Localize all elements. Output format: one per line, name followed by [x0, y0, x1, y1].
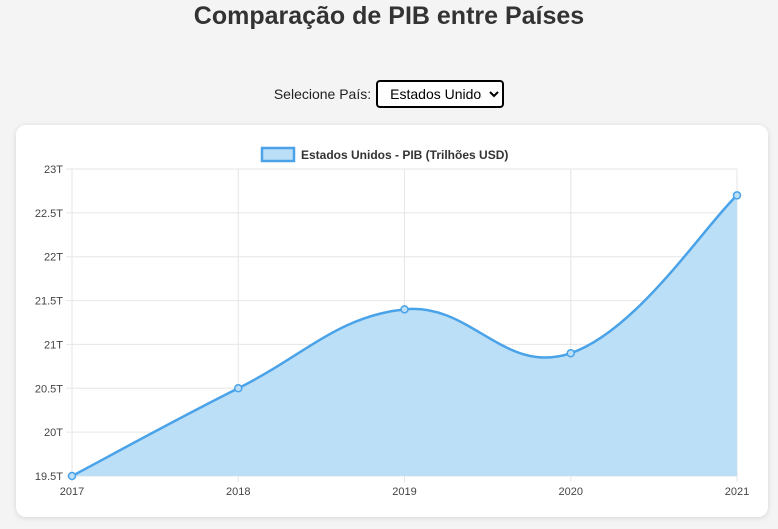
x-axis-ticks: 2017 2018 2019 2020 2021: [60, 486, 749, 498]
y-tick-label: 21.5T: [35, 296, 63, 308]
y-tick-label: 20T: [44, 427, 63, 439]
area-layer: [71, 194, 738, 478]
legend-label[interactable]: Estados Unidos - PIB (Trilhões USD): [301, 148, 508, 162]
data-point-2017[interactable]: [67, 471, 77, 481]
x-tick-label: 2021: [725, 486, 749, 498]
country-selector-row: Selecione País: Estados Unidos: [0, 80, 778, 108]
data-point-2019[interactable]: [400, 305, 409, 314]
y-tick-label: 19.5T: [35, 471, 63, 483]
x-tick-label: 2019: [392, 486, 416, 498]
x-tick-label: 2018: [226, 486, 250, 498]
legend[interactable]: Estados Unidos - PIB (Trilhões USD): [260, 146, 508, 163]
x-tick-label: 2017: [60, 486, 84, 498]
series-area-fill: [72, 195, 737, 477]
series-line: [71, 194, 738, 478]
legend-swatch[interactable]: [260, 146, 296, 163]
chart-card: 19.5T 20T 20.5T 21T 21.5T 22T 22.5T 23T 2017 201…: [16, 125, 768, 517]
data-point-2021[interactable]: [732, 191, 742, 200]
x-tick-label: 2020: [559, 486, 583, 498]
country-select[interactable]: Estados Unidos: [376, 80, 505, 108]
y-tick-label: 21T: [44, 339, 63, 351]
y-axis-ticks: 19.5T 20T 20.5T 21T 21.5T 22T 22.5T 23T: [35, 164, 63, 483]
y-tick-label: 23T: [44, 164, 63, 176]
y-tick-label: 20.5T: [35, 383, 63, 395]
country-select-label: Selecione País:: [273, 86, 372, 102]
page-title: Comparação de PIB entre Países: [193, 2, 585, 30]
data-point-2018[interactable]: [234, 384, 243, 393]
y-tick-label: 22.5T: [35, 208, 63, 220]
points-layer: [67, 191, 742, 481]
data-point-2020[interactable]: [566, 348, 575, 358]
y-tick-label: 22T: [44, 252, 63, 264]
